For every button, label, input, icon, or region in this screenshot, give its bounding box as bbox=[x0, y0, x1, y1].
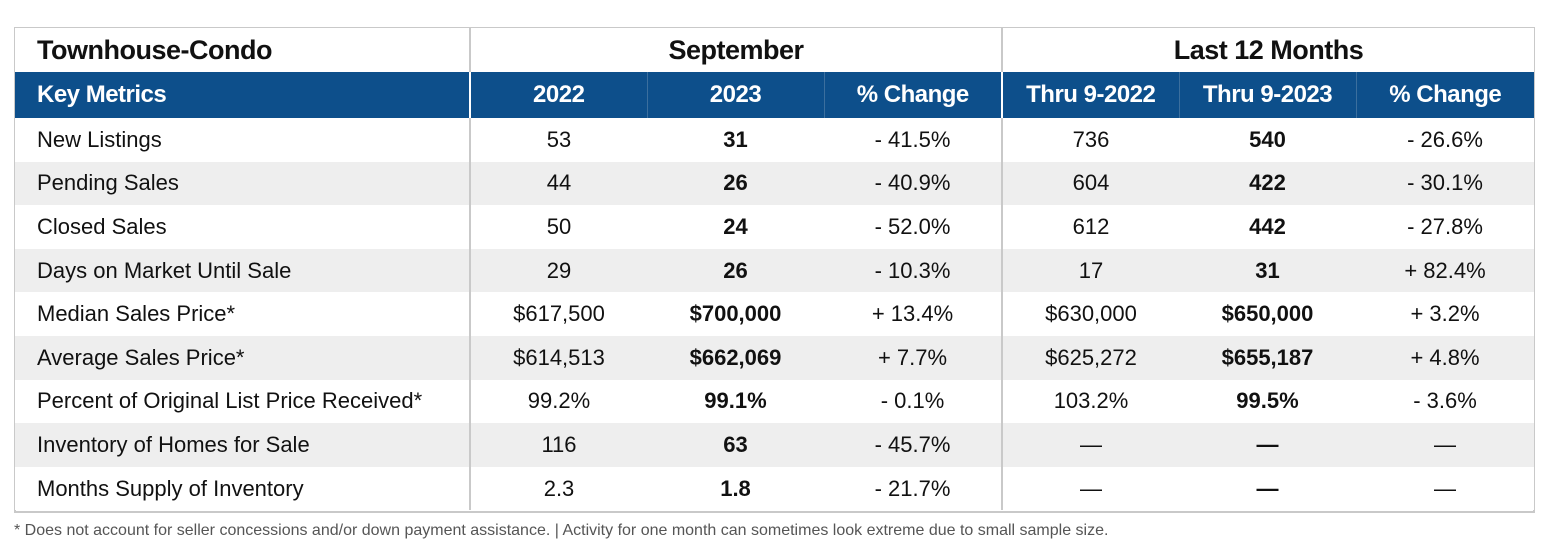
metric-label: Closed Sales bbox=[15, 205, 470, 249]
metric-label: Median Sales Price* bbox=[15, 292, 470, 336]
table-cell: 540 bbox=[1179, 118, 1356, 162]
table-cell: 116 bbox=[469, 423, 647, 467]
table-cell: 2.3 bbox=[469, 466, 647, 511]
table-cell: 24 bbox=[647, 205, 824, 249]
table-cell: 31 bbox=[1179, 248, 1356, 293]
table-cell: 26 bbox=[647, 161, 824, 206]
table-cell: — bbox=[1179, 423, 1356, 467]
table-cell: $650,000 bbox=[1179, 292, 1356, 336]
table-cell: — bbox=[1001, 466, 1179, 511]
table-cell: 44 bbox=[469, 161, 647, 206]
metric-label: Percent of Original List Price Received* bbox=[15, 379, 470, 424]
table-cell: $630,000 bbox=[1001, 292, 1179, 336]
table-cell: $614,513 bbox=[469, 335, 647, 380]
table-row: Average Sales Price* $614,513 $662,069 +… bbox=[15, 335, 1535, 380]
metric-label: New Listings bbox=[15, 118, 470, 162]
group-header-row: Townhouse-Condo September Last 12 Months bbox=[15, 28, 1535, 72]
col-header-2022: 2022 bbox=[469, 72, 647, 118]
table-row: New Listings 53 31 - 41.5% 736 540 - 26.… bbox=[15, 118, 1535, 162]
table-cell: - 0.1% bbox=[824, 379, 1002, 424]
table-cell: — bbox=[1356, 466, 1535, 511]
metric-label: Days on Market Until Sale bbox=[15, 248, 470, 293]
table-cell: $617,500 bbox=[469, 292, 647, 336]
table-row: Median Sales Price* $617,500 $700,000 + … bbox=[15, 292, 1535, 336]
table-cell: $625,272 bbox=[1001, 335, 1179, 380]
table-cell: $655,187 bbox=[1179, 335, 1356, 380]
col-header-change-month: % Change bbox=[823, 72, 1002, 118]
table-cell: - 52.0% bbox=[824, 205, 1002, 249]
table-cell: 29 bbox=[469, 248, 647, 293]
table-cell: 50 bbox=[469, 205, 647, 249]
group-last-12-months: Last 12 Months bbox=[1000, 28, 1535, 72]
table-row: Percent of Original List Price Received*… bbox=[15, 379, 1535, 424]
table-cell: 63 bbox=[647, 423, 824, 467]
col-header-thru-9-2023: Thru 9-2023 bbox=[1178, 72, 1356, 118]
table-cell: - 27.8% bbox=[1356, 205, 1535, 249]
table-cell: 99.1% bbox=[647, 379, 824, 424]
table-cell: 422 bbox=[1179, 161, 1356, 206]
table-cell: + 7.7% bbox=[824, 335, 1002, 380]
table-cell: 17 bbox=[1001, 248, 1179, 293]
col-header-thru-9-2022: Thru 9-2022 bbox=[1001, 72, 1179, 118]
table-row: Months Supply of Inventory 2.3 1.8 - 21.… bbox=[15, 466, 1535, 511]
col-header-change-12-months: % Change bbox=[1355, 72, 1535, 118]
metric-label: Months Supply of Inventory bbox=[15, 466, 470, 511]
col-header-2023: 2023 bbox=[646, 72, 824, 118]
table-row: Pending Sales 44 26 - 40.9% 604 422 - 30… bbox=[15, 161, 1535, 206]
metric-label: Pending Sales bbox=[15, 161, 470, 206]
table-cell: — bbox=[1001, 423, 1179, 467]
table-row: Closed Sales 50 24 - 52.0% 612 442 - 27.… bbox=[15, 205, 1535, 249]
section-title: Townhouse-Condo bbox=[15, 28, 470, 72]
table-cell: — bbox=[1179, 466, 1356, 511]
table-cell: - 3.6% bbox=[1356, 379, 1535, 424]
column-header-row: Key Metrics 2022 2023 % Change Thru 9-20… bbox=[15, 72, 1535, 118]
group-september: September bbox=[469, 28, 1002, 72]
table-cell: 442 bbox=[1179, 205, 1356, 249]
table-cell: - 21.7% bbox=[824, 466, 1002, 511]
table-row: Inventory of Homes for Sale 116 63 - 45.… bbox=[15, 423, 1535, 467]
table-cell: - 45.7% bbox=[824, 423, 1002, 467]
table-cell: 612 bbox=[1001, 205, 1179, 249]
table-cell: - 30.1% bbox=[1356, 161, 1535, 206]
table-cell: + 82.4% bbox=[1356, 248, 1535, 293]
footnote: * Does not account for seller concession… bbox=[14, 522, 1109, 539]
table-cell: 31 bbox=[647, 118, 824, 162]
table-cell: 26 bbox=[647, 248, 824, 293]
key-metrics-table: Townhouse-Condo September Last 12 Months… bbox=[15, 28, 1535, 511]
table-cell: 604 bbox=[1001, 161, 1179, 206]
table-cell: 53 bbox=[469, 118, 647, 162]
table-cell: + 3.2% bbox=[1356, 292, 1535, 336]
metric-label: Average Sales Price* bbox=[15, 335, 470, 380]
table-cell: 99.2% bbox=[469, 379, 647, 424]
table-cell: — bbox=[1356, 423, 1535, 467]
table-cell: 103.2% bbox=[1001, 379, 1179, 424]
table-cell: - 26.6% bbox=[1356, 118, 1535, 162]
table-cell: $700,000 bbox=[647, 292, 824, 336]
col-header-key-metrics: Key Metrics bbox=[15, 72, 470, 118]
metric-label: Inventory of Homes for Sale bbox=[15, 423, 470, 467]
table-cell: 99.5% bbox=[1179, 379, 1356, 424]
table-row: Days on Market Until Sale 29 26 - 10.3% … bbox=[15, 248, 1535, 293]
table-cell: 1.8 bbox=[647, 466, 824, 511]
table-cell: + 4.8% bbox=[1356, 335, 1535, 380]
table-cell: + 13.4% bbox=[824, 292, 1002, 336]
table-cell: - 10.3% bbox=[824, 248, 1002, 293]
table-cell: 736 bbox=[1001, 118, 1179, 162]
table-cell: $662,069 bbox=[647, 335, 824, 380]
table-cell: - 40.9% bbox=[824, 161, 1002, 206]
table-cell: - 41.5% bbox=[824, 118, 1002, 162]
